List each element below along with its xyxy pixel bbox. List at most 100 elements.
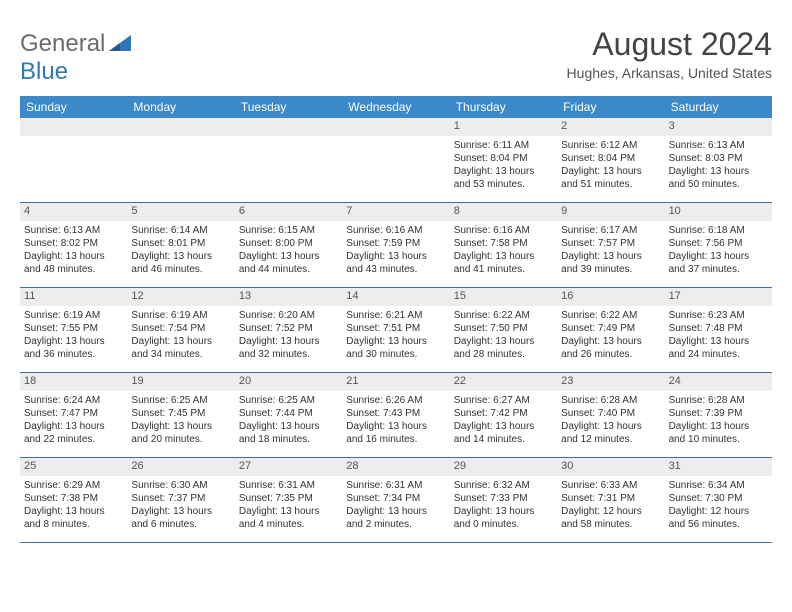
day-sr: Sunrise: 6:12 AM bbox=[561, 139, 660, 152]
day-cell: 10Sunrise: 6:18 AMSunset: 7:56 PMDayligh… bbox=[665, 203, 772, 287]
day-detail: Sunrise: 6:15 AMSunset: 8:00 PMDaylight:… bbox=[235, 221, 342, 282]
day-d1: Daylight: 13 hours bbox=[346, 420, 445, 433]
day-cell: 17Sunrise: 6:23 AMSunset: 7:48 PMDayligh… bbox=[665, 288, 772, 372]
day-sr: Sunrise: 6:16 AM bbox=[454, 224, 553, 237]
calendar-page: General Blue August 2024 Hughes, Arkansa… bbox=[0, 0, 792, 553]
day-detail: Sunrise: 6:21 AMSunset: 7:51 PMDaylight:… bbox=[342, 306, 449, 367]
day-detail: Sunrise: 6:12 AMSunset: 8:04 PMDaylight:… bbox=[557, 136, 664, 197]
day-d2: and 44 minutes. bbox=[239, 263, 338, 276]
day-cell: 4Sunrise: 6:13 AMSunset: 8:02 PMDaylight… bbox=[20, 203, 127, 287]
day-number: 14 bbox=[342, 288, 449, 306]
day-detail: Sunrise: 6:33 AMSunset: 7:31 PMDaylight:… bbox=[557, 476, 664, 537]
logo-text: General Blue bbox=[20, 30, 131, 86]
title-block: August 2024 Hughes, Arkansas, United Sta… bbox=[567, 26, 772, 81]
day-d1: Daylight: 13 hours bbox=[346, 505, 445, 518]
day-cell: 28Sunrise: 6:31 AMSunset: 7:34 PMDayligh… bbox=[342, 458, 449, 542]
day-detail: Sunrise: 6:25 AMSunset: 7:45 PMDaylight:… bbox=[127, 391, 234, 452]
day-ss: Sunset: 7:44 PM bbox=[239, 407, 338, 420]
day-ss: Sunset: 7:57 PM bbox=[561, 237, 660, 250]
day-d2: and 34 minutes. bbox=[131, 348, 230, 361]
day-sr: Sunrise: 6:13 AM bbox=[24, 224, 123, 237]
day-cell: 20Sunrise: 6:25 AMSunset: 7:44 PMDayligh… bbox=[235, 373, 342, 457]
day-d1: Daylight: 13 hours bbox=[669, 250, 768, 263]
day-d1: Daylight: 13 hours bbox=[346, 250, 445, 263]
day-cell-empty bbox=[235, 118, 342, 202]
day-sr: Sunrise: 6:20 AM bbox=[239, 309, 338, 322]
day-number: 7 bbox=[342, 203, 449, 221]
day-d2: and 26 minutes. bbox=[561, 348, 660, 361]
day-d1: Daylight: 13 hours bbox=[131, 250, 230, 263]
day-ss: Sunset: 7:34 PM bbox=[346, 492, 445, 505]
dow-friday: Friday bbox=[557, 96, 664, 118]
day-sr: Sunrise: 6:18 AM bbox=[669, 224, 768, 237]
day-d2: and 8 minutes. bbox=[24, 518, 123, 531]
day-cell: 22Sunrise: 6:27 AMSunset: 7:42 PMDayligh… bbox=[450, 373, 557, 457]
day-sr: Sunrise: 6:19 AM bbox=[24, 309, 123, 322]
day-detail: Sunrise: 6:28 AMSunset: 7:39 PMDaylight:… bbox=[665, 391, 772, 452]
day-number: 16 bbox=[557, 288, 664, 306]
day-d2: and 0 minutes. bbox=[454, 518, 553, 531]
logo-word-blue: Blue bbox=[20, 58, 68, 85]
day-detail: Sunrise: 6:14 AMSunset: 8:01 PMDaylight:… bbox=[127, 221, 234, 282]
day-d2: and 14 minutes. bbox=[454, 433, 553, 446]
day-number: 15 bbox=[450, 288, 557, 306]
day-detail: Sunrise: 6:29 AMSunset: 7:38 PMDaylight:… bbox=[20, 476, 127, 537]
day-number: 12 bbox=[127, 288, 234, 306]
day-detail: Sunrise: 6:32 AMSunset: 7:33 PMDaylight:… bbox=[450, 476, 557, 537]
day-cell-empty bbox=[342, 118, 449, 202]
day-sr: Sunrise: 6:16 AM bbox=[346, 224, 445, 237]
day-sr: Sunrise: 6:28 AM bbox=[669, 394, 768, 407]
header: General Blue August 2024 Hughes, Arkansa… bbox=[20, 26, 772, 86]
day-cell: 15Sunrise: 6:22 AMSunset: 7:50 PMDayligh… bbox=[450, 288, 557, 372]
day-number: 1 bbox=[450, 118, 557, 136]
week-row: 25Sunrise: 6:29 AMSunset: 7:38 PMDayligh… bbox=[20, 458, 772, 543]
day-number: 5 bbox=[127, 203, 234, 221]
day-detail: Sunrise: 6:27 AMSunset: 7:42 PMDaylight:… bbox=[450, 391, 557, 452]
day-cell: 12Sunrise: 6:19 AMSunset: 7:54 PMDayligh… bbox=[127, 288, 234, 372]
weeks-container: 1 Sunrise: 6:11 AMSunset: 8:04 PM Daylight… bbox=[20, 118, 772, 543]
day-sr: Sunrise: 6:34 AM bbox=[669, 479, 768, 492]
day-sr: Sunrise: 6:26 AM bbox=[346, 394, 445, 407]
day-detail: Sunrise: 6:25 AMSunset: 7:44 PMDaylight:… bbox=[235, 391, 342, 452]
day-number: 27 bbox=[235, 458, 342, 476]
day-d2: and 12 minutes. bbox=[561, 433, 660, 446]
day-ss: Sunset: 7:49 PM bbox=[561, 322, 660, 335]
dow-saturday: Saturday bbox=[665, 96, 772, 118]
day-number: 19 bbox=[127, 373, 234, 391]
day-ss: Sunset: 7:33 PM bbox=[454, 492, 553, 505]
day-number: 13 bbox=[235, 288, 342, 306]
day-d2: and 30 minutes. bbox=[346, 348, 445, 361]
day-d2: and 24 minutes. bbox=[669, 348, 768, 361]
day-d1: Daylight: 13 hours bbox=[669, 420, 768, 433]
day-number: 20 bbox=[235, 373, 342, 391]
day-ss: Sunset: 7:50 PM bbox=[454, 322, 553, 335]
day-d2: and 48 minutes. bbox=[24, 263, 123, 276]
day-d2: and 32 minutes. bbox=[239, 348, 338, 361]
day-number bbox=[20, 118, 127, 136]
day-number: 10 bbox=[665, 203, 772, 221]
day-number: 9 bbox=[557, 203, 664, 221]
day-d2: and 56 minutes. bbox=[669, 518, 768, 531]
day-cell: 21Sunrise: 6:26 AMSunset: 7:43 PMDayligh… bbox=[342, 373, 449, 457]
day-d1: Daylight: 13 hours bbox=[131, 420, 230, 433]
day-d2: and 51 minutes. bbox=[561, 178, 660, 191]
day-d2: and 43 minutes. bbox=[346, 263, 445, 276]
day-d1: Daylight: 13 hours bbox=[561, 420, 660, 433]
day-cell: 27Sunrise: 6:31 AMSunset: 7:35 PMDayligh… bbox=[235, 458, 342, 542]
day-detail: Sunrise: 6:31 AMSunset: 7:35 PMDaylight:… bbox=[235, 476, 342, 537]
day-sr: Sunrise: 6:11 AM bbox=[454, 139, 553, 152]
day-ss: Sunset: 7:48 PM bbox=[669, 322, 768, 335]
day-cell: 19Sunrise: 6:25 AMSunset: 7:45 PMDayligh… bbox=[127, 373, 234, 457]
day-sr: Sunrise: 6:31 AM bbox=[239, 479, 338, 492]
day-cell: 31Sunrise: 6:34 AMSunset: 7:30 PMDayligh… bbox=[665, 458, 772, 542]
dow-monday: Monday bbox=[127, 96, 234, 118]
day-d1: Daylight: 13 hours bbox=[561, 335, 660, 348]
day-ss: Sunset: 8:04 PM bbox=[454, 152, 553, 165]
day-d1: Daylight: 13 hours bbox=[239, 335, 338, 348]
day-cell: 5Sunrise: 6:14 AMSunset: 8:01 PMDaylight… bbox=[127, 203, 234, 287]
day-d2: and 46 minutes. bbox=[131, 263, 230, 276]
day-sr: Sunrise: 6:28 AM bbox=[561, 394, 660, 407]
day-cell: 11Sunrise: 6:19 AMSunset: 7:55 PMDayligh… bbox=[20, 288, 127, 372]
day-of-week-header: SundayMondayTuesdayWednesdayThursdayFrid… bbox=[20, 96, 772, 118]
day-sr: Sunrise: 6:22 AM bbox=[454, 309, 553, 322]
